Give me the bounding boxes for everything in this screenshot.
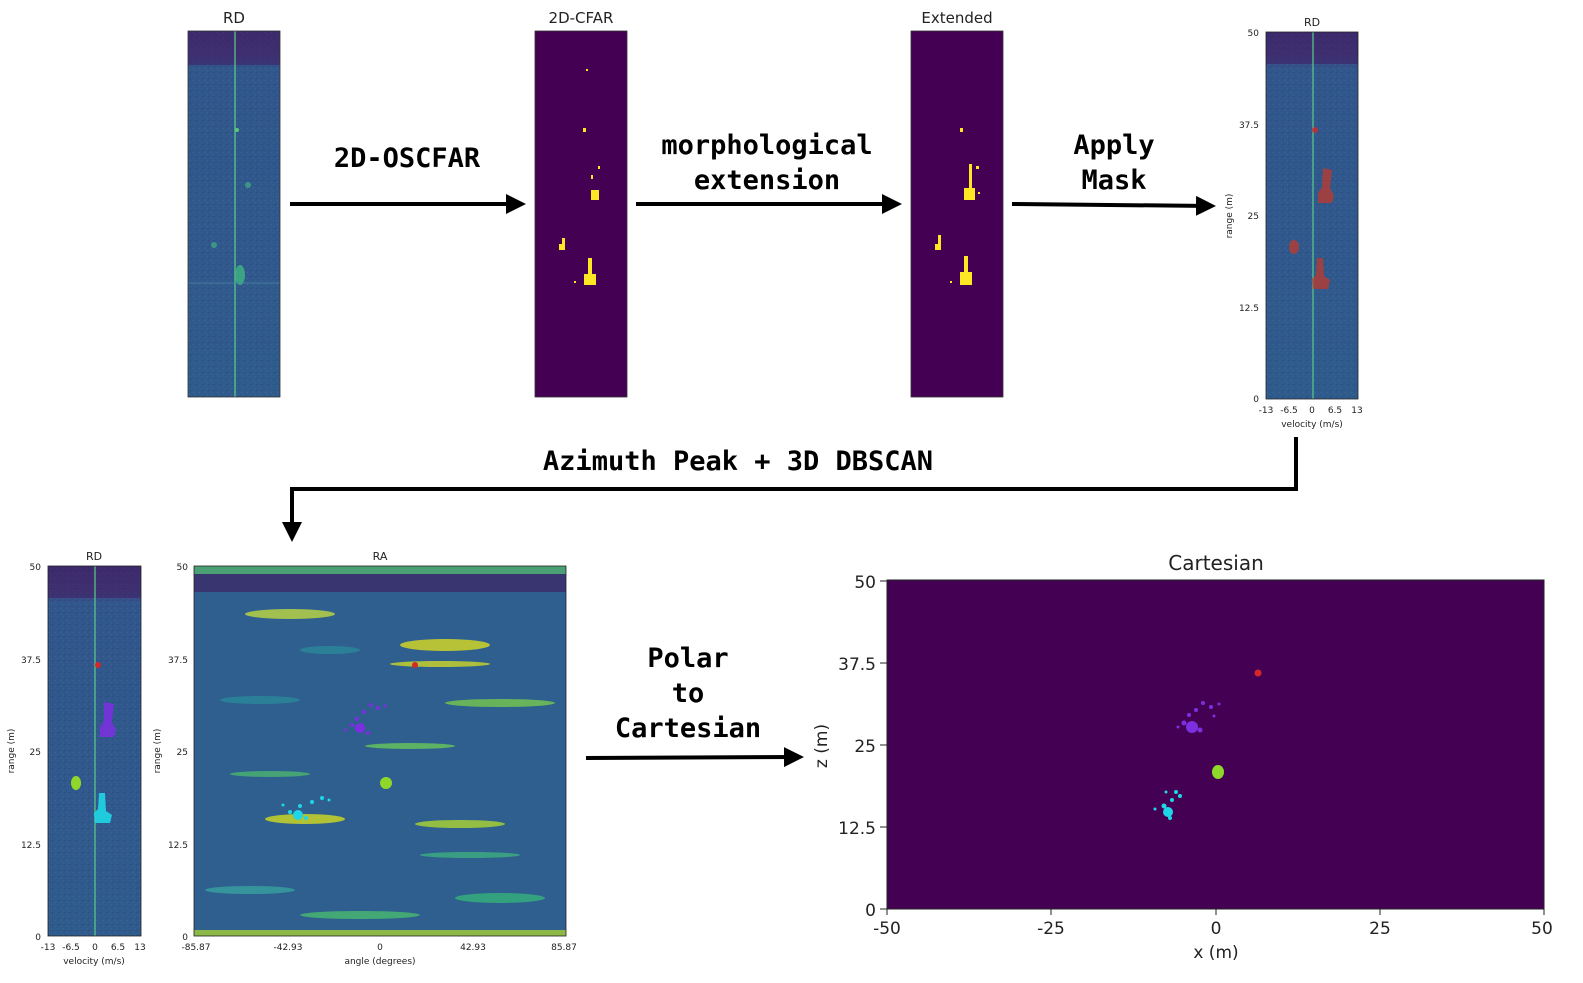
step-polar-label-2: to [672,678,705,709]
cartesian-xtick: 50 [1531,919,1553,939]
ra-panel: RA [153,550,577,967]
step-oscfar-label: 2D-OSCFAR [334,143,481,174]
ra-xlabel: angle (degrees) [344,957,415,967]
rd-masked-title: RD [1304,16,1320,29]
cartesian-xtick: 0 [1211,919,1222,939]
rd-clustered-ytick: 50 [30,563,42,573]
ra-ytick: 50 [177,563,189,573]
cartesian-ytick: 37.5 [838,655,876,675]
cartesian-ytick: 50 [854,573,876,593]
rd-clustered-panel: RD 50 37.5 25 12.5 0 -13 -6.5 0 6.5 13 v… [7,550,146,967]
ra-ytick: 12.5 [168,841,188,851]
cartesian-xtick: -50 [873,919,901,939]
step-polar-label-3: Cartesian [615,713,761,744]
rd-masked-ytick: 25 [1248,212,1259,222]
cartesian-xtick: 25 [1369,919,1391,939]
rd-masked-xtick: 13 [1351,406,1362,416]
arrow-polar [585,747,804,768]
rd-clustered-ytick: 12.5 [21,841,41,851]
cartesian-ylabel: z (m) [812,724,832,768]
extended-title: Extended [921,9,992,27]
extended-mask [911,31,1003,397]
rd-masked-panel: RD 50 37.5 25 12.5 0 -13 -6.5 0 6.5 13 v… [1225,16,1363,430]
cartesian-title: Cartesian [1168,551,1264,575]
step-morph-label-2: extension [694,165,840,196]
rd-clustered-ytick: 37.5 [21,656,41,666]
rd-clustered-xtick: 6.5 [111,943,125,953]
rd-raw-title: RD [223,9,245,27]
ra-ytick: 0 [182,933,188,943]
ra-heatmap [194,566,566,936]
rd-clustered-xtick: 13 [134,943,145,953]
rd-masked-ytick: 12.5 [1239,304,1259,314]
rd-masked-ylabel: range (m) [1225,194,1235,239]
rd-clustered-xtick: 0 [92,943,98,953]
rd-clustered-ytick: 25 [30,748,41,758]
rd-masked-xtick: -13 [1259,406,1274,416]
ra-xtick: -42.93 [273,943,302,953]
rd-masked-xtick: 0 [1309,406,1315,416]
cartesian-xlabel: x (m) [1193,943,1238,963]
cfar-title: 2D-CFAR [549,9,614,27]
step-apply-label-1: Apply [1073,130,1154,161]
rd-clustered-xtick: -6.5 [62,943,80,953]
rd-masked-ytick: 37.5 [1239,121,1259,131]
rd-clustered-title: RD [86,550,102,563]
cfar-panel: 2D-CFAR [534,9,628,398]
rd-clustered-xlabel: velocity (m/s) [63,957,125,967]
step-morph-label-1: morphological [661,130,872,161]
rd-masked-xlabel: velocity (m/s) [1281,420,1343,430]
step-azimuth-label: Azimuth Peak + 3D DBSCAN [543,446,933,477]
ra-xtick: 42.93 [460,943,486,953]
cartesian-ytick: 25 [854,737,876,757]
extended-panel: Extended [910,9,1004,398]
rd-clustered-ylabel: range (m) [7,729,17,774]
cartesian-panel: Cartesian 50 37.5 25 12.5 [812,551,1553,963]
step-polar-label-1: Polar [647,643,728,674]
ra-title: RA [373,550,388,563]
connector-arrow [282,437,1298,542]
ra-ylabel: range (m) [153,729,163,774]
rd-masked-ytick: 0 [1253,395,1259,405]
cfar-mask [535,31,627,397]
cartesian-plot-area [887,580,1544,909]
rd-masked-ytick: 50 [1248,29,1260,39]
ra-xtick: 0 [377,943,383,953]
step-apply-label-2: Mask [1081,165,1146,196]
cartesian-ytick: 12.5 [838,819,876,839]
rd-raw-panel: RD [187,9,281,398]
ra-ytick: 25 [177,748,188,758]
ra-xtick: 85.87 [551,943,577,953]
rd-clustered-ytick: 0 [35,933,41,943]
ra-ytick: 37.5 [168,656,188,666]
cartesian-ytick: 0 [865,901,876,921]
rd-masked-xtick: 6.5 [1328,406,1342,416]
cartesian-xtick: -25 [1037,919,1065,939]
ra-xtick: -85.87 [181,943,210,953]
rd-clustered-xtick: -13 [41,943,56,953]
arrow-apply-mask [1011,195,1216,216]
rd-masked-xtick: -6.5 [1280,406,1298,416]
